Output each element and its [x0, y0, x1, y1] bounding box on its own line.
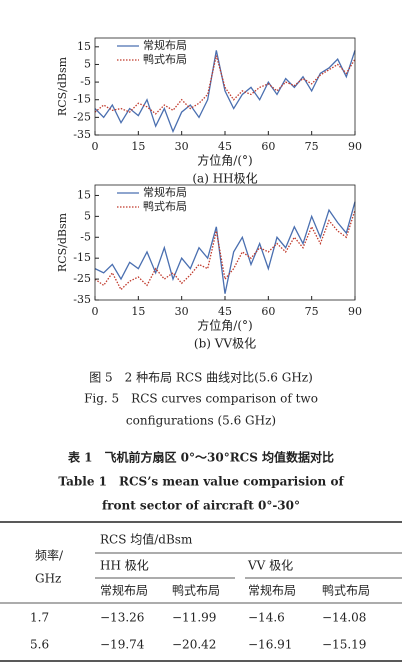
y-tick-label: -35 — [73, 293, 91, 306]
plot-frame — [94, 37, 356, 136]
table-cell: −19.74 — [100, 638, 145, 652]
table-cell: 5.6 — [30, 638, 49, 652]
table-cell: −16.91 — [248, 638, 292, 652]
x-tick-label: 15 — [131, 305, 145, 318]
table-cell: −15.19 — [322, 638, 366, 652]
table-header: HH 极化 — [100, 559, 149, 573]
y-axis-label: RCS/dBsm — [56, 56, 69, 116]
y-tick-label: -35 — [73, 128, 91, 141]
y-tick-label: -15 — [73, 251, 91, 264]
y-tick-label: 15 — [77, 188, 91, 201]
table-header: 常规布局 — [248, 583, 296, 598]
table-header: 鸭式布局 — [322, 584, 370, 598]
legend-label: 常规布局 — [143, 38, 187, 52]
table-cell: −14.08 — [322, 611, 366, 625]
plot-frame — [94, 184, 356, 301]
table-cell: −13.26 — [100, 611, 144, 625]
figure-caption-en: configurations (5.6 GHz) — [126, 414, 276, 428]
x-axis-label: 方位角/(°) — [197, 318, 252, 333]
table-title-en: front sector of aircraft 0°-30° — [102, 499, 300, 513]
y-axis-label: RCS/dBsm — [56, 212, 69, 272]
chart-subtitle: (b) VV极化 — [194, 337, 256, 351]
figure-caption: 图 5 2 种布局 RCS 曲线对比(5.6 GHz) — [89, 371, 313, 385]
y-tick-label: -5 — [80, 75, 91, 88]
x-tick-label: 60 — [261, 140, 275, 153]
series-line — [94, 201, 356, 294]
x-tick-label: 75 — [305, 140, 319, 153]
table-title-en: Table 1 RCS’s mean value comparision of — [58, 475, 344, 489]
table-header: GHz — [35, 572, 61, 586]
y-tick-label: -25 — [73, 110, 91, 123]
x-tick-label: 45 — [218, 305, 232, 318]
y-tick-label: 15 — [77, 40, 91, 53]
series-line — [94, 50, 356, 134]
x-tick-label: 0 — [92, 305, 99, 318]
x-tick-label: 30 — [175, 305, 189, 318]
table-cell: 1.7 — [30, 611, 49, 625]
figure-caption-en: Fig. 5 RCS curves comparison of two — [84, 392, 318, 406]
x-tick-label: 90 — [348, 305, 362, 318]
chart-subtitle: (a) HH极化 — [192, 172, 257, 186]
x-tick-label: 60 — [261, 305, 275, 318]
series-line — [94, 209, 356, 291]
x-tick-label: 15 — [131, 140, 145, 153]
legend-label: 常规布局 — [143, 185, 187, 199]
legend-label: 鸭式布局 — [143, 53, 187, 66]
x-tick-label: 90 — [348, 140, 362, 153]
table-cell: −20.42 — [172, 638, 216, 652]
x-tick-label: 75 — [305, 305, 319, 318]
table-header: 常规布局 — [100, 583, 148, 598]
y-tick-label: 5 — [84, 209, 91, 222]
table-header: VV 极化 — [247, 559, 293, 573]
y-tick-label: -25 — [73, 272, 91, 285]
table-cell: −11.99 — [172, 611, 216, 625]
y-tick-label: 5 — [84, 57, 91, 70]
table-header: 鸭式布局 — [172, 584, 220, 598]
table-title: 表 1 飞机前方扇区 0°～30°RCS 均值数据对比 — [67, 450, 334, 465]
y-tick-label: -5 — [80, 230, 91, 243]
table-header: RCS 均值/dBsm — [100, 532, 193, 547]
x-axis-label: 方位角/(°) — [197, 153, 252, 168]
table-header: 频率/ — [35, 548, 64, 563]
series-line — [94, 55, 356, 115]
x-tick-label: 30 — [175, 140, 189, 153]
legend-label: 鸭式布局 — [143, 200, 187, 213]
y-tick-label: -15 — [73, 93, 91, 106]
x-tick-label: 0 — [92, 140, 99, 153]
table-cell: −14.6 — [248, 611, 285, 625]
x-tick-label: 45 — [218, 140, 232, 153]
